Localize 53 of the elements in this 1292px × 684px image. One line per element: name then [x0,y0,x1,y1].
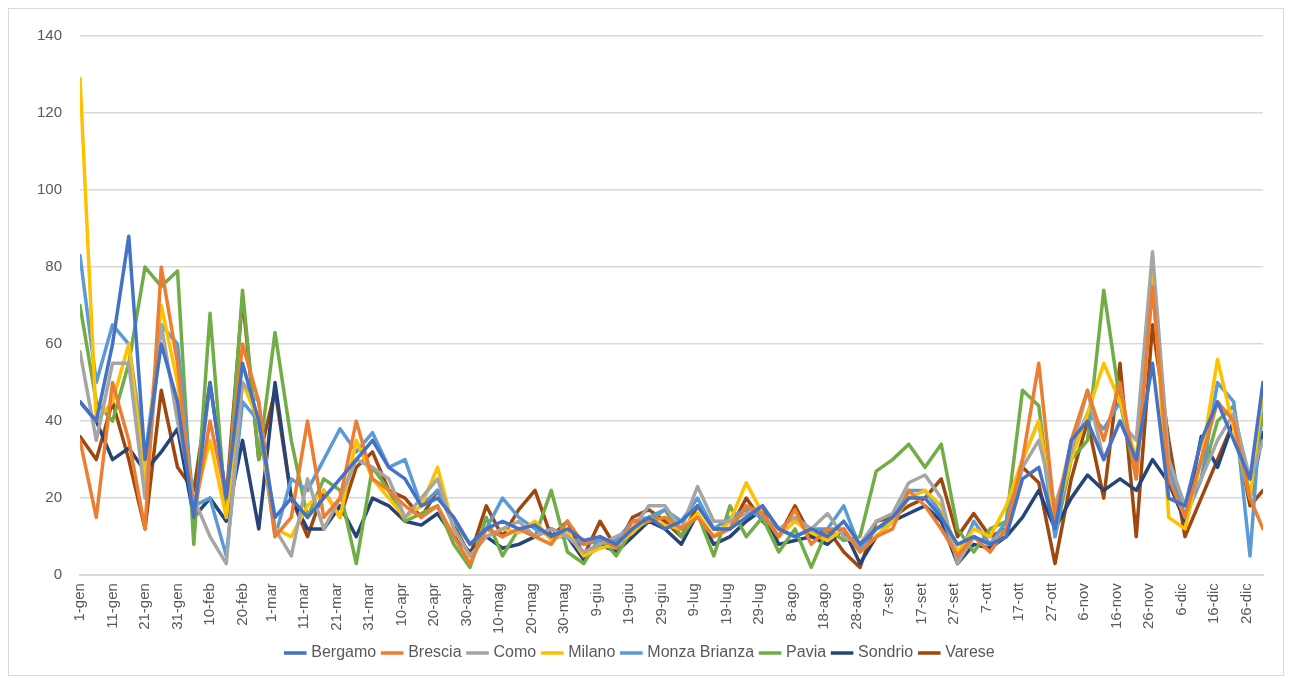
legend-label: Bergamo [311,643,377,661]
x-tick-label: 21-gen [135,583,153,630]
x-tick-label: 30-mag [554,583,572,634]
legend-label: Milano [568,643,616,661]
x-tick-label: 16-nov [1106,582,1124,630]
x-tick-label: 16-dic [1204,582,1222,624]
x-tick-label: 17-ott [1009,582,1027,622]
legend-label: Varese [945,643,995,661]
x-tick-label: 7-set [879,582,897,617]
y-tick-label: 0 [53,565,63,583]
x-tick-label: 18-ago [814,583,832,630]
y-tick-label: 80 [45,257,63,275]
x-tick-label: 10-feb [200,583,218,626]
x-tick-label: 26-nov [1139,582,1157,630]
x-tick-label: 17-set [911,582,929,625]
x-tick-label: 9-giu [586,583,604,617]
x-tick-label: 10-mag [489,583,507,634]
x-tick-label: 20-feb [232,583,250,626]
x-tick-label: 28-ago [846,583,864,630]
x-tick-label: 20-mag [521,583,539,634]
x-tick-label: 29-lug [749,583,767,625]
x-tick-label: 10-apr [391,583,409,627]
legend-label: Sondrio [858,643,914,661]
x-tick-label: 31-gen [167,583,185,630]
x-tick-label: 6-nov [1074,582,1092,621]
x-tick-label: 27-set [944,582,962,625]
y-tick-label: 40 [45,411,63,429]
x-tick-label: 21-mar [326,583,344,631]
x-tick-label: 8-ago [781,583,799,622]
x-tick-label: 31-mar [359,583,377,631]
x-tick-label: 11-gen [102,583,120,629]
x-tick-label: 19-giu [619,583,637,625]
x-tick-label: 20-apr [424,583,442,627]
y-tick-label: 20 [45,488,63,506]
y-tick-label: 100 [37,180,63,198]
x-tick-label: 27-ott [1041,582,1059,622]
y-tick-label: 60 [45,334,63,352]
x-tick-label: 11-mar [294,583,312,630]
legend-label: Brescia [408,643,462,661]
y-tick-label: 120 [37,103,63,121]
x-tick-label: 29-giu [651,583,669,625]
x-tick-label: 19-lug [716,583,734,625]
x-tick-label: 9-lug [684,583,702,617]
x-tick-label: 6-dic [1171,582,1189,616]
x-tick-label: 1-gen [70,583,88,622]
x-tick-label: 1-mar [261,583,279,623]
legend-label: Como [493,643,537,661]
x-tick-label: 30-apr [456,583,474,627]
legend-label: Pavia [786,643,827,661]
x-tick-label: 7-ott [976,582,994,614]
x-tick-label: 26-dic [1236,582,1254,624]
y-tick-label: 140 [37,26,63,44]
legend-label: Monza Brianza [647,643,755,661]
